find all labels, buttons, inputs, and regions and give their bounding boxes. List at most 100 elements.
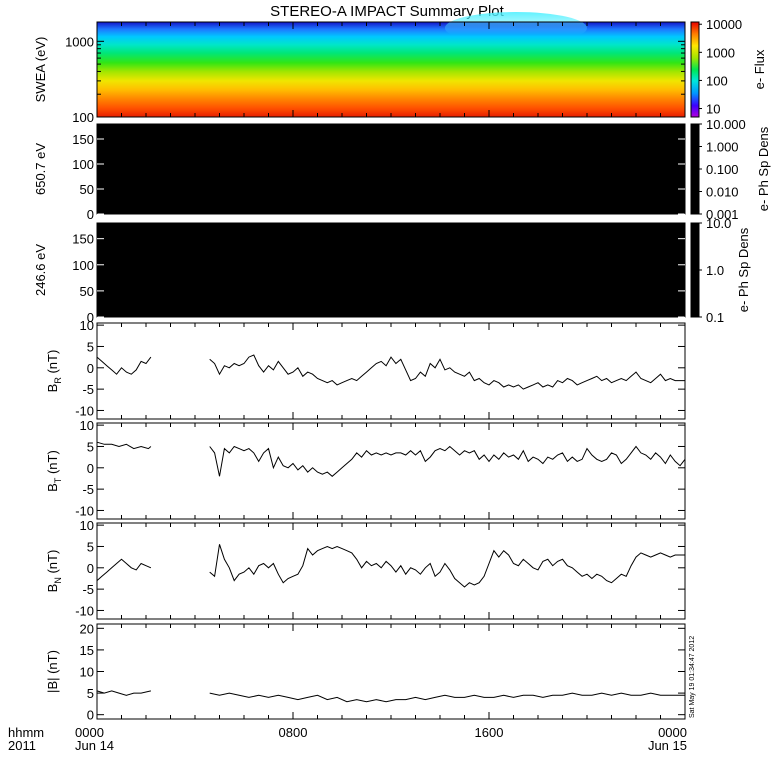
y-label-unit: (nT) (45, 450, 60, 477)
y-tick-label: 10 (80, 665, 94, 680)
colorbar-tick-label: 10000 (706, 17, 742, 32)
y-tick-label: 100 (72, 157, 94, 172)
y-label-main: B (45, 584, 60, 593)
series-line-segment-1 (96, 441, 152, 450)
x-tick-label: 0000 (75, 725, 104, 740)
colorbar (690, 222, 700, 318)
y-tick-label: 0 (87, 708, 94, 723)
x-tick-sublabel: Jun 15 (648, 738, 687, 753)
colorbar-tick-label: 1.0 (706, 263, 724, 278)
y-tick-label: 1000 (65, 34, 94, 49)
swea-bright-patch (444, 12, 587, 44)
series-line-segment-1 (96, 690, 152, 696)
x-corner-label-hhmm: hhmm (8, 725, 44, 740)
y-tick-label: 150 (72, 232, 94, 247)
y-label-unit: (nT) (45, 350, 60, 377)
x-tick-label: 1600 (475, 725, 504, 740)
colorbar-label: e- Ph Sp Dens (736, 227, 751, 312)
series-line-segment-2 (209, 544, 685, 588)
y-tick-label: 0 (87, 207, 94, 222)
y-tick-label: 0 (87, 310, 94, 325)
colorbar-tick-label: 1.000 (706, 140, 739, 155)
y-label-main: B (45, 384, 60, 393)
y-axis-label: BR (nT) (45, 350, 63, 393)
colorbar-tick-label: 10.0 (706, 216, 731, 231)
y-tick-label: 5 (87, 539, 94, 554)
panel-6: 10 5 0 -5 -10 BN (nT) (45, 518, 686, 620)
series-line-segment-1 (96, 356, 152, 375)
y-tick-label: 100 (72, 110, 94, 125)
series-line-segment-2 (209, 445, 686, 477)
y-axis-label: BN (nT) (45, 550, 63, 593)
y-tick-label: 10 (80, 418, 94, 433)
spectrogram-3 (97, 223, 685, 317)
panel-3: 150 100 50 0 246.6 eV 10.0 1.0 0.1 e- Ph Sp Dens (33, 216, 751, 325)
colorbar-label: e- Ph Sp Dens (756, 126, 771, 211)
spectrogram-2 (97, 124, 685, 214)
y-axis-label: 246.6 eV (33, 244, 48, 296)
y-tick-label: 50 (80, 284, 94, 299)
colorbar-tick-label: 1000 (706, 45, 735, 60)
y-label-sub: R (53, 377, 63, 384)
y-tick-label: -5 (82, 582, 94, 597)
series-line-segment-2 (209, 354, 685, 390)
series-line-segment-2 (209, 692, 685, 703)
y-tick-label: 20 (80, 621, 94, 636)
y-tick-label: -10 (75, 603, 94, 618)
y-label-sub: N (53, 577, 63, 584)
colorbar-tick-label: 0.010 (706, 185, 739, 200)
x-tick-sublabel: Jun 14 (75, 738, 114, 753)
colorbar-tick-label: 10.000 (706, 117, 746, 132)
y-tick-label: 10 (80, 518, 94, 533)
y-axis-label: |B| (nT) (45, 650, 60, 693)
colorbar-label: e- Flux (752, 49, 767, 89)
plot-title: STEREO-A IMPACT Summary Plot (270, 3, 504, 20)
panel-1: 1000 100 SWEA (eV) 10000 1000 100 10 e- Flux (33, 12, 767, 125)
colorbar-tick-label: 100 (706, 73, 728, 88)
timestamp-label: Sat May 19 01:34:47 2012 (689, 636, 696, 718)
x-tick-label: 0000 (658, 725, 687, 740)
y-tick-label: 150 (72, 132, 94, 147)
y-tick-label: 0 (87, 361, 94, 376)
panel-5: 10 5 0 -5 -10 BT (nT) (45, 418, 686, 520)
x-tick-label: 0800 (279, 725, 308, 740)
y-tick-label: 0 (87, 561, 94, 576)
y-tick-label: -10 (75, 403, 94, 418)
y-tick-label: 15 (80, 643, 94, 658)
y-tick-label: 0 (87, 461, 94, 476)
colorbar-tick-label: 10 (706, 102, 720, 117)
y-tick-label: -5 (82, 482, 94, 497)
colorbar (690, 123, 700, 215)
x-corner-label-year: 2011 (8, 738, 36, 753)
y-axis-label: BT (nT) (45, 450, 63, 492)
panel-7: 20 15 10 5 0 |B| (nT) (45, 621, 686, 723)
panel-frame (96, 322, 686, 420)
panel-2: 150 100 50 0 650.7 eV 10.000 1.000 0.100 0.010 0.… (33, 117, 771, 222)
colorbar-tick-label: 0.001 (706, 207, 739, 222)
y-tick-label: 5 (87, 339, 94, 354)
colorbar-tick-label: 0.1 (706, 310, 724, 325)
panel-frame (96, 422, 686, 520)
y-tick-label: -5 (82, 382, 94, 397)
y-tick-label: 100 (72, 258, 94, 273)
y-tick-label: 5 (87, 686, 94, 701)
panel-frame (96, 623, 686, 720)
y-tick-label: 10 (80, 318, 94, 333)
y-label-unit: (nT) (45, 550, 60, 577)
colorbar-tick-label: 0.100 (706, 162, 739, 177)
swea-spectrogram (97, 22, 685, 117)
y-label-main: B (45, 483, 60, 492)
y-axis-label: SWEA (eV) (33, 37, 48, 103)
y-label-sub: T (53, 477, 63, 483)
y-tick-label: 50 (80, 182, 94, 197)
panel-frame (96, 522, 686, 620)
y-tick-label: -10 (75, 503, 94, 518)
panel-4: 10 5 0 -5 -10 BR (nT) (45, 318, 686, 420)
series-line-segment-1 (96, 558, 152, 581)
colorbar (690, 21, 700, 118)
y-tick-label: 5 (87, 439, 94, 454)
y-axis-label: 650.7 eV (33, 143, 48, 195)
